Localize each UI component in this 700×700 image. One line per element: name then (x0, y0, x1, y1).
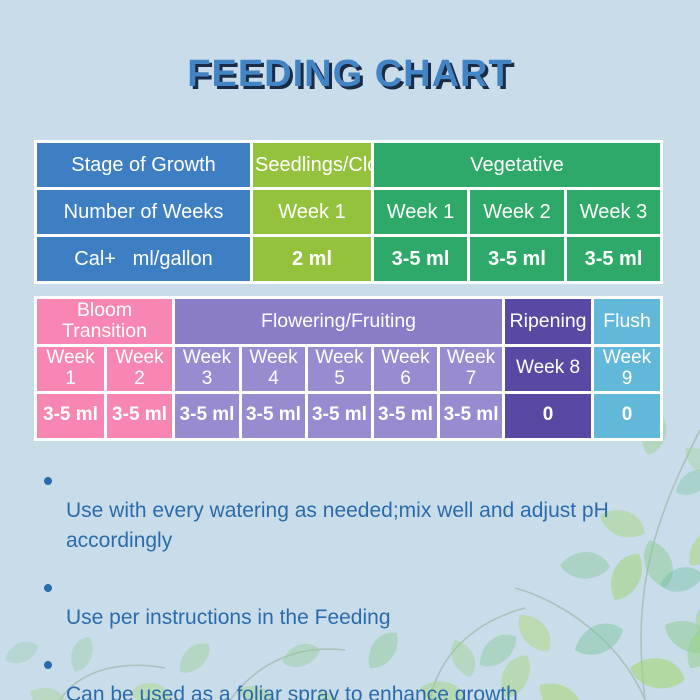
list-item: Use with every watering as needed;mix we… (42, 466, 657, 556)
dose-week-2-cell: 3-5 ml (103, 390, 176, 441)
note-text: Use with every watering as needed;mix we… (66, 499, 609, 552)
dose-week-7-cell: 3-5 ml (437, 390, 506, 441)
veg-week-1-cell: Week 1 (371, 187, 470, 237)
table-row: Week 1 Week 2 Week 3 Week 4 Week 5 Week … (34, 343, 664, 394)
week-6-cell: Week 6 (371, 343, 441, 394)
dose-week-4-cell: 3-5 ml (239, 390, 309, 441)
feeding-table-top: Stage of Growth Seedlings/Clones Vegetat… (34, 140, 664, 284)
week-3-cell: Week 3 (172, 343, 243, 394)
dose-week-5-cell: 3-5 ml (305, 390, 375, 441)
table-row: Number of Weeks Week 1 Week 1 Week 2 Wee… (34, 187, 664, 237)
feeding-table-bottom: Bloom Transition Flowering/Fruiting Ripe… (33, 296, 664, 441)
dose-week-3-cell: 3-5 ml (172, 390, 243, 441)
veg-week-3-cell: Week 3 (563, 187, 664, 237)
seedlings-dose-cell: 2 ml (250, 234, 374, 284)
bullet-dot-icon (44, 477, 52, 485)
week-8-cell: Week 8 (502, 343, 595, 394)
flush-header-cell: Flush (591, 296, 664, 347)
week-4-cell: Week 4 (239, 343, 309, 394)
week-1-cell: Week 1 (34, 343, 107, 394)
note-text: Use per instructions in the Feeding (66, 606, 391, 629)
week-9-cell: Week 9 (591, 343, 664, 394)
week-7-cell: Week 7 (437, 343, 506, 394)
veg-dose-1-cell: 3-5 ml (371, 234, 470, 284)
week-5-cell: Week 5 (305, 343, 375, 394)
dose-week-1-cell: 3-5 ml (34, 390, 107, 441)
usage-notes-list: Use with every watering as needed;mix we… (42, 466, 657, 700)
veg-dose-2-cell: 3-5 ml (467, 234, 567, 284)
note-text: Can be used as a foliar spray to enhance… (66, 683, 518, 700)
bullet-dot-icon (44, 661, 52, 669)
stage-of-growth-label-cell: Stage of Growth (34, 140, 253, 190)
seedlings-clones-header-cell: Seedlings/Clones (250, 140, 374, 190)
bullet-dot-icon (44, 584, 52, 592)
flowering-fruiting-header-cell: Flowering/Fruiting (172, 296, 506, 347)
list-item: Use per instructions in the Feeding (42, 573, 657, 633)
dose-label-cell: Cal+ ml/gallon (34, 234, 253, 284)
number-of-weeks-label-cell: Number of Weeks (34, 187, 253, 237)
veg-week-2-cell: Week 2 (467, 187, 567, 237)
table-row: Stage of Growth Seedlings/Clones Vegetat… (34, 140, 664, 190)
table-row: 3-5 ml 3-5 ml 3-5 ml 3-5 ml 3-5 ml 3-5 m… (34, 390, 664, 441)
ripening-header-cell: Ripening (502, 296, 595, 347)
dose-week-9-cell: 0 (591, 390, 664, 441)
table-row: Cal+ ml/gallon 2 ml 3-5 ml 3-5 ml 3-5 ml (34, 234, 664, 284)
week-2-cell: Week 2 (103, 343, 176, 394)
page-title: FEEDING CHART (187, 53, 513, 95)
bloom-transition-header-cell: Bloom Transition (33, 296, 176, 347)
vegetative-header-cell: Vegetative (370, 140, 664, 190)
seedlings-week-cell: Week 1 (250, 187, 374, 237)
dose-week-8-cell: 0 (502, 390, 595, 441)
dose-week-6-cell: 3-5 ml (371, 390, 441, 441)
list-item: Can be used as a foliar spray to enhance… (42, 650, 657, 700)
table-row: Bloom Transition Flowering/Fruiting Ripe… (33, 296, 664, 347)
veg-dose-3-cell: 3-5 ml (563, 234, 664, 284)
